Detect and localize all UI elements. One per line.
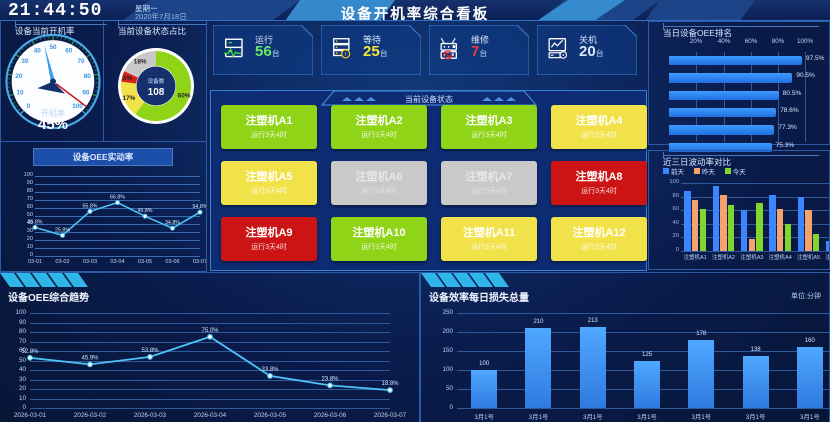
- svg-text:66.8%: 66.8%: [110, 195, 125, 201]
- svg-text:40: 40: [34, 48, 42, 55]
- svg-text:52.8%: 52.8%: [21, 349, 39, 355]
- svg-text:55.8%: 55.8%: [82, 203, 97, 209]
- svg-text:当前设备状态: 当前设备状态: [405, 94, 453, 104]
- svg-text:35.8%: 35.8%: [27, 219, 42, 225]
- svg-text:60%: 60%: [177, 92, 190, 99]
- svg-text:53.8%: 53.8%: [141, 348, 159, 354]
- svg-text:17%: 17%: [122, 95, 135, 102]
- svg-text:75.0%: 75.0%: [201, 328, 219, 334]
- svg-text:60: 60: [65, 48, 73, 55]
- svg-text:25.8%: 25.8%: [55, 227, 70, 233]
- svg-text:70: 70: [78, 58, 86, 65]
- svg-text:18%: 18%: [133, 58, 146, 65]
- svg-text:18.8%: 18.8%: [381, 381, 399, 387]
- svg-text:45.9%: 45.9%: [81, 355, 99, 361]
- svg-text:10: 10: [16, 89, 24, 96]
- svg-text:5%: 5%: [123, 75, 133, 82]
- svg-text:54.8%: 54.8%: [192, 204, 207, 210]
- svg-text:20: 20: [15, 73, 23, 80]
- svg-text:23.8%: 23.8%: [321, 376, 339, 382]
- svg-text:108: 108: [147, 87, 164, 98]
- svg-text:设备数: 设备数: [147, 77, 164, 85]
- svg-text:30: 30: [21, 58, 29, 65]
- svg-text:50: 50: [49, 44, 57, 51]
- svg-text:49.8%: 49.8%: [137, 208, 152, 214]
- svg-text:34.8%: 34.8%: [165, 220, 180, 226]
- svg-text:i: i: [345, 52, 346, 58]
- svg-text:33.8%: 33.8%: [261, 367, 279, 373]
- svg-text:90: 90: [82, 89, 90, 96]
- svg-text:80: 80: [84, 73, 92, 80]
